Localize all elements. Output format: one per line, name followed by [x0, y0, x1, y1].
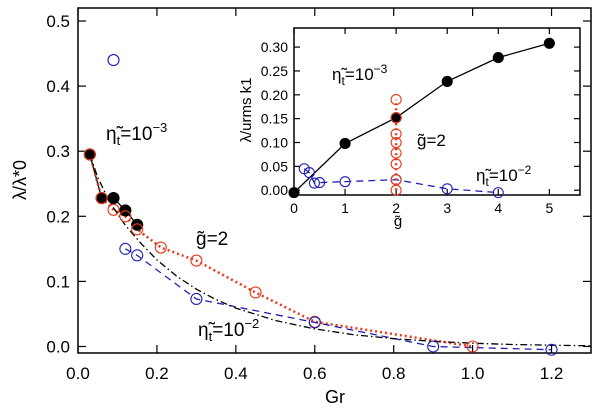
data-point — [119, 242, 132, 255]
y-tick-label: 0.15 — [261, 111, 288, 127]
x-tick-label: 1 — [341, 200, 349, 216]
annotation-g-2: g̃=2 — [196, 229, 228, 250]
data-point — [390, 112, 402, 124]
inset-annotation-eta-1e-3-eq: =10 — [345, 65, 374, 84]
data-point — [131, 249, 144, 262]
data-point — [107, 54, 120, 67]
inset-xlabel: g̃ — [394, 213, 402, 230]
inset-annotation-g-2: g̃=2 — [417, 131, 446, 150]
x-tick-label: 0.4 — [224, 364, 248, 383]
y-tick-label: 0.05 — [261, 158, 288, 174]
data-point — [190, 292, 203, 306]
data-point — [543, 37, 555, 49]
annotation-eta-1e-2-sub: t — [209, 329, 213, 344]
main-xlabel: Gr — [325, 387, 345, 407]
inset-annotation-eta-1e-2-eq: =10 — [489, 166, 518, 185]
data-point — [131, 223, 144, 236]
data-point — [303, 167, 315, 179]
x-tick-label: 2 — [392, 200, 400, 216]
main-plot: 0.0 0.2 0.4 0.6 0.8 1.0 1.20.00.10.20.30.40.5 … — [10, 7, 592, 407]
data-point — [131, 218, 144, 231]
series-line — [88, 154, 473, 348]
main-tick-labels: 0.0 0.2 0.4 0.6 0.8 1.0 1.2 0.0 0.1 0.2 0.3 0.4 0.5 — [46, 12, 563, 383]
annotation-eta-1e-2-eq: =10 — [212, 320, 244, 341]
series-line — [293, 42, 550, 194]
annotation-eta-1e-3-sup: −3 — [152, 120, 167, 135]
data-point — [154, 241, 167, 254]
data-point — [492, 52, 504, 64]
main-ticks — [77, 8, 591, 353]
y-tick-label: 0.3 — [46, 142, 70, 161]
inset-tick-labels: 0 1 2 3 4 5 0.00 0.05 0.10 0.15 0.20 0.25 0.30 — [261, 39, 554, 216]
y-tick-label: 0.4 — [46, 77, 70, 96]
data-point — [390, 158, 402, 170]
data-point — [339, 137, 351, 150]
data-point — [83, 148, 96, 161]
inset-plot: 0 1 2 3 4 5 0.00 0.05 0.10 0.15 0.20 0.25 0.30 g̃ λ/… — [238, 27, 581, 230]
x-tick-label: 0.8 — [382, 364, 406, 383]
data-point — [107, 203, 120, 216]
x-tick-label: 1.2 — [540, 364, 564, 383]
y-tick-label: 0.0 — [46, 337, 70, 356]
data-point — [119, 210, 132, 223]
annotation-eta-1e-3-sub: t — [117, 133, 121, 148]
y-tick-label: 0.20 — [261, 87, 288, 103]
y-tick-label: 0.2 — [46, 207, 70, 226]
series-line — [125, 248, 552, 351]
data-point — [390, 136, 402, 149]
main-markers — [83, 54, 558, 356]
data-point — [249, 286, 262, 299]
inset-markers — [288, 37, 555, 199]
data-point — [95, 192, 108, 205]
inset-lines — [293, 42, 550, 194]
annotation-eta-1e-2: η̃t=10−2 — [198, 316, 259, 344]
x-tick-label: 4 — [494, 200, 502, 216]
y-tick-label: 0.5 — [46, 12, 70, 31]
data-point — [339, 176, 351, 188]
x-tick-label: 0.2 — [145, 364, 169, 383]
data-point — [313, 177, 326, 189]
x-tick-label: 0 — [290, 200, 298, 216]
annotation-eta-1e-2-sup: −2 — [244, 316, 259, 331]
x-tick-label: 3 — [443, 200, 451, 216]
inset-annotation-eta-1e-2-sup: −2 — [518, 163, 532, 177]
y-tick-label: 0.00 — [261, 182, 288, 198]
data-point — [308, 316, 321, 329]
data-point — [441, 183, 453, 195]
data-point — [390, 174, 402, 186]
data-point — [427, 340, 440, 353]
data-point — [441, 75, 453, 87]
x-tick-label: 0.0 — [66, 364, 90, 383]
inset-annotation-eta-1e-3-sub: t — [341, 74, 345, 88]
inset-ylabel: λ/urms k1 — [238, 77, 255, 142]
data-point — [190, 254, 203, 267]
x-tick-label: 0.6 — [303, 364, 327, 383]
inset-background — [294, 28, 580, 195]
main-plot-frame — [77, 7, 592, 354]
inset-annotation-eta-1e-3-sup: −3 — [374, 62, 388, 76]
y-tick-label: 0.1 — [46, 272, 70, 291]
data-point — [288, 187, 300, 199]
x-tick-label: 5 — [545, 200, 553, 216]
y-tick-label: 0.10 — [261, 135, 288, 151]
series-line — [89, 154, 592, 347]
data-point — [545, 343, 558, 356]
inset-plot-frame — [293, 27, 581, 196]
annotation-eta-1e-3: η̃t=10−3 — [106, 120, 167, 148]
data-point — [390, 128, 402, 140]
x-tick-label: 1.0 — [461, 364, 485, 383]
y-tick-label: 0.30 — [261, 39, 288, 55]
inset-annotation-eta-1e-2-sub: t — [485, 175, 489, 189]
data-point — [107, 192, 120, 205]
data-point — [466, 340, 479, 353]
data-point — [492, 187, 504, 199]
data-point — [308, 177, 320, 189]
annotation-eta-1e-3-eq: =10 — [120, 124, 152, 145]
main-ylabel: λ/λ*0 — [10, 160, 30, 200]
data-point — [390, 94, 402, 106]
y-tick-label: 0.25 — [261, 63, 288, 79]
